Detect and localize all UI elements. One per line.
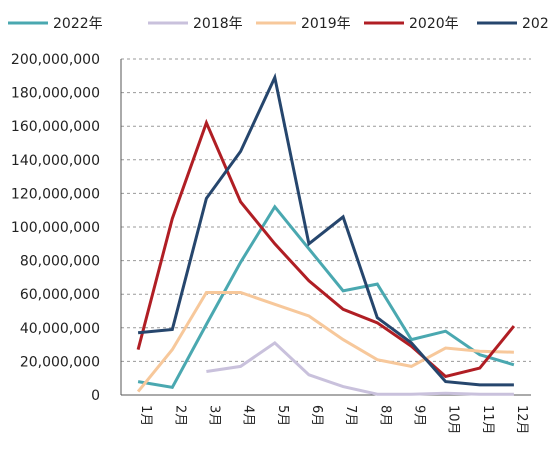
x-axis-ticks: 1月 2月 3月 4月 5月 6月 7月 8月 9月 10月 11月 12月 [138, 405, 529, 435]
x-tick-label: 11月 [480, 405, 495, 435]
series-line-1 [206, 340, 514, 396]
series-line-2 [136, 291, 514, 393]
y-tick-label: 80,000,000 [20, 254, 100, 270]
x-tick-label: 9月 [411, 405, 426, 426]
x-tick-label: 10月 [446, 405, 461, 435]
y-tick-label: 160,000,000 [11, 119, 100, 135]
x-tick-label: 1月 [138, 405, 153, 426]
series-lines [136, 72, 516, 396]
legend: 2022年 2018年 2019年 2020年 2021年 [8, 16, 550, 32]
series-line-3 [136, 118, 516, 379]
gridlines [121, 58, 531, 362]
x-tick-label: 12月 [514, 405, 529, 435]
x-tick-label: 3月 [206, 405, 221, 426]
legend-label: 2022年 [53, 16, 103, 32]
y-axis-ticks: 0 20,000,000 40,000,000 60,000,000 80,000,00… [11, 52, 100, 404]
legend-label: 2019年 [301, 16, 351, 32]
y-tick-label: 20,000,000 [20, 354, 100, 370]
y-tick-label: 0 [91, 388, 100, 404]
legend-label: 2018年 [193, 16, 243, 32]
y-tick-label: 40,000,000 [20, 321, 100, 337]
x-tick-label: 8月 [377, 405, 392, 426]
legend-label: 2020年 [409, 16, 459, 32]
y-tick-label: 100,000,000 [11, 220, 100, 236]
y-tick-label: 60,000,000 [20, 287, 100, 303]
series-line-4 [137, 72, 514, 387]
legend-label: 2021年 [522, 16, 550, 32]
y-tick-label: 120,000,000 [11, 186, 100, 202]
x-tick-label: 5月 [275, 405, 290, 426]
series-line-0 [137, 204, 515, 390]
x-tick-label: 4月 [241, 405, 256, 426]
x-tick-label: 6月 [309, 405, 324, 426]
y-tick-label: 200,000,000 [11, 52, 100, 68]
x-tick-label: 2月 [172, 405, 187, 426]
x-tick-label: 7月 [343, 405, 358, 426]
y-tick-label: 140,000,000 [11, 153, 100, 169]
y-tick-label: 180,000,000 [11, 86, 100, 102]
